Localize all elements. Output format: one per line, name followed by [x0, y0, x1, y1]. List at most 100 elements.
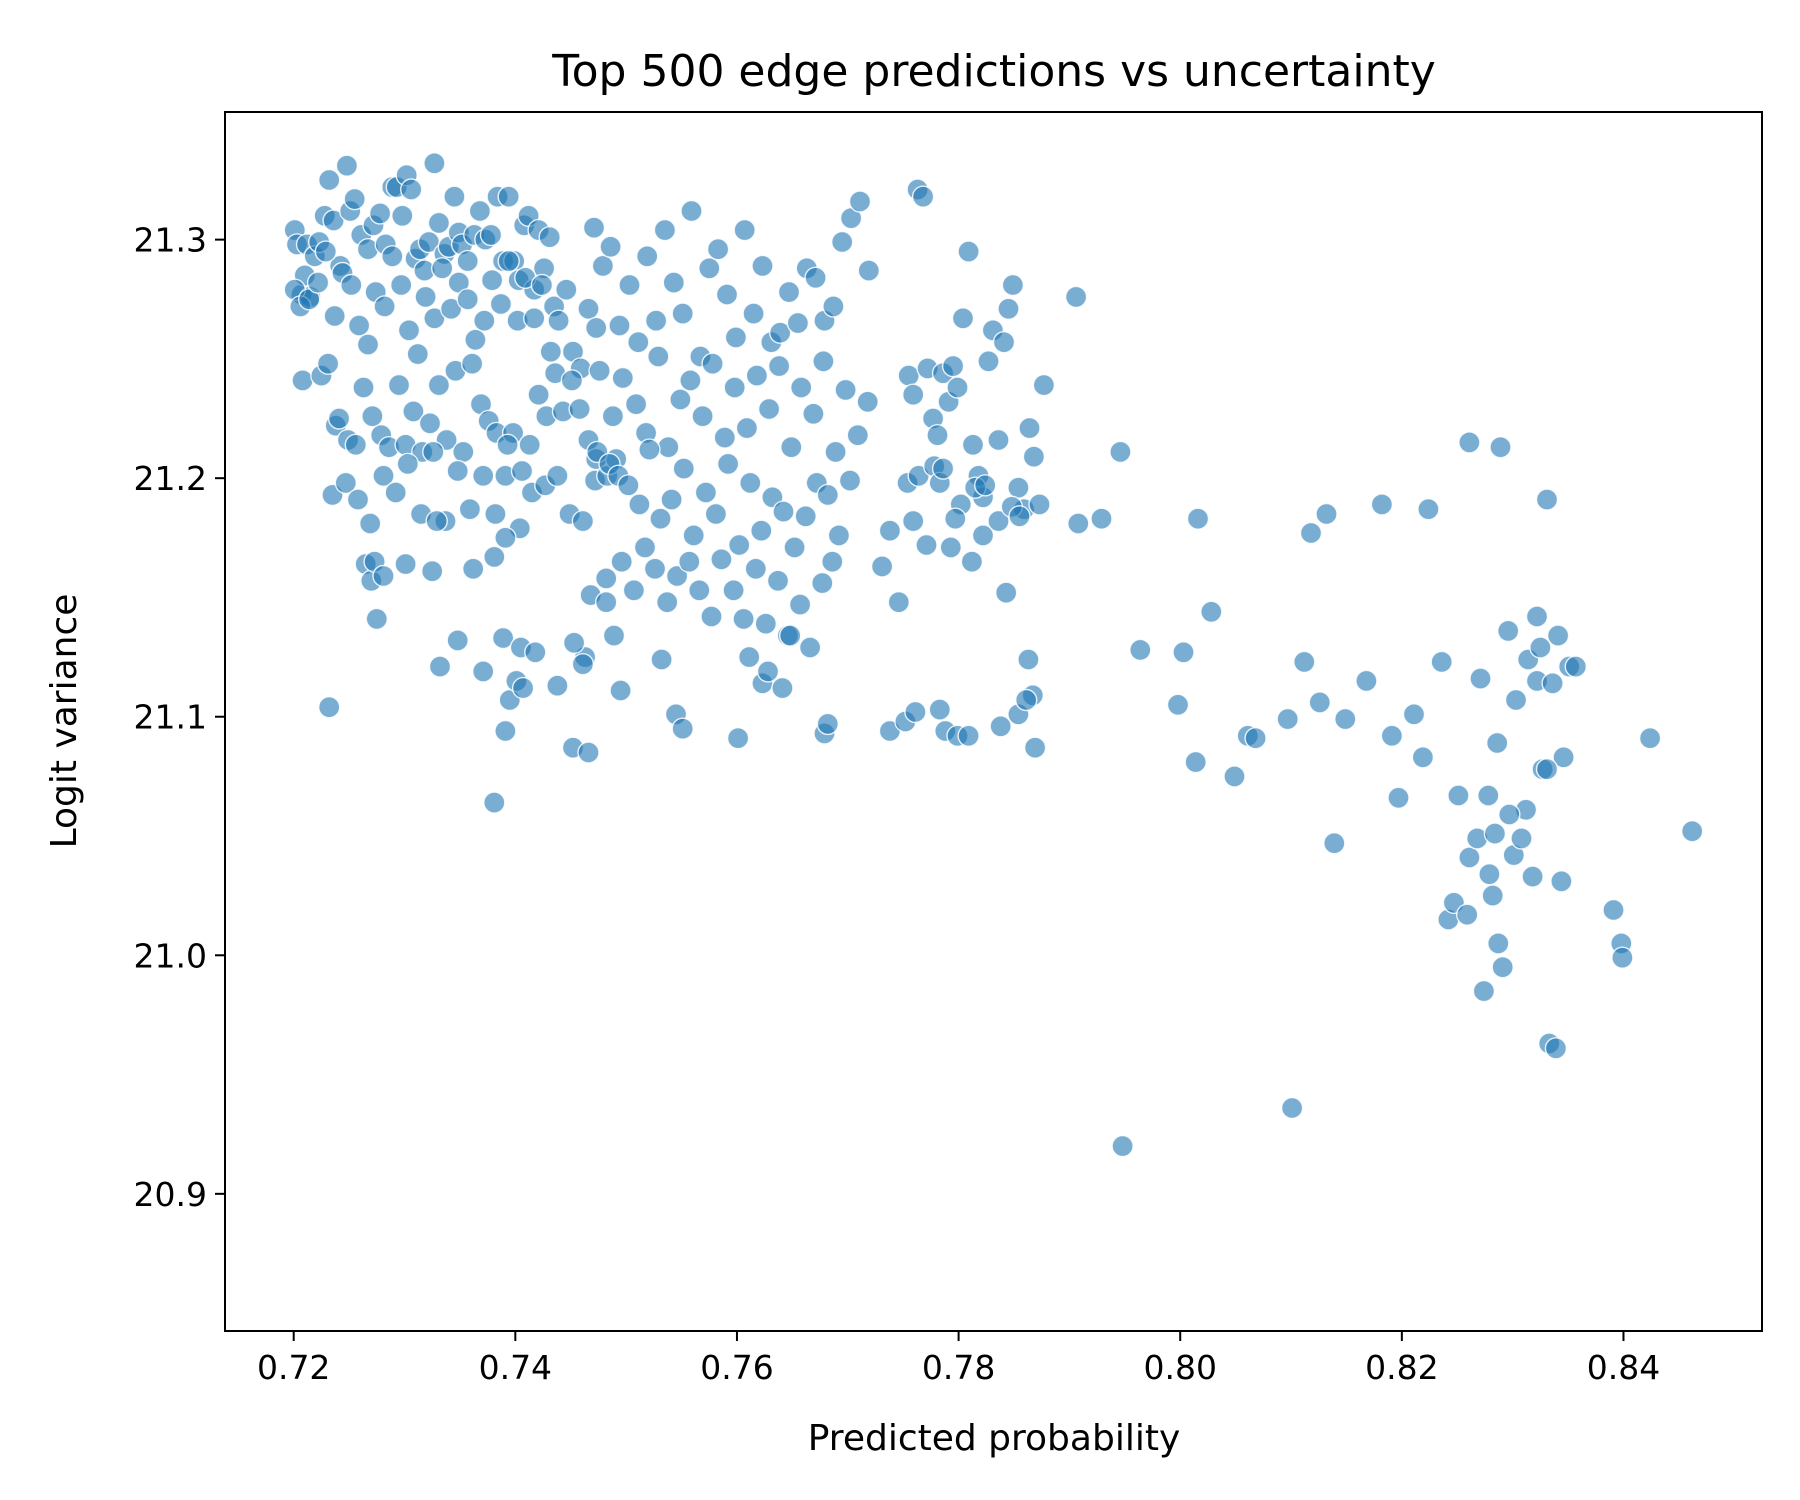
data-point — [951, 307, 975, 330]
data-point — [464, 328, 487, 351]
data-point — [1611, 946, 1634, 969]
data-point — [987, 428, 1010, 452]
data-point — [671, 302, 694, 325]
data-point — [1510, 827, 1533, 850]
data-point — [902, 383, 925, 406]
data-point — [1028, 493, 1051, 516]
data-point — [1007, 476, 1030, 499]
data-point — [834, 378, 857, 402]
data-point — [657, 436, 680, 459]
data-point — [1090, 507, 1113, 530]
data-point — [582, 216, 606, 239]
data-point — [846, 424, 869, 447]
data-point — [373, 295, 396, 318]
data-point — [1008, 505, 1031, 528]
data-point — [390, 273, 413, 297]
data-point — [316, 352, 340, 375]
data-point — [546, 464, 569, 487]
data-point — [421, 560, 444, 583]
data-point — [971, 524, 995, 547]
data-point — [494, 526, 517, 549]
data-point — [1109, 440, 1132, 464]
data-point — [1541, 672, 1564, 695]
data-point — [538, 225, 561, 249]
data-point — [431, 257, 454, 280]
data-point — [1223, 765, 1246, 788]
data-point — [396, 452, 419, 476]
data-point — [1458, 431, 1481, 454]
data-point — [992, 331, 1016, 354]
data-point — [291, 369, 314, 392]
data-point — [653, 218, 677, 242]
data-point — [679, 369, 702, 392]
data-point — [1184, 750, 1207, 774]
data-point — [458, 498, 482, 521]
data-point — [1489, 436, 1512, 459]
data-point — [1498, 803, 1521, 826]
data-point — [446, 629, 469, 652]
data-point — [977, 350, 1000, 373]
data-point — [750, 519, 773, 542]
data-point — [767, 354, 791, 378]
y-axis-label: Logit variance — [44, 594, 85, 849]
data-point — [497, 185, 520, 208]
data-point — [1535, 758, 1559, 781]
data-point — [1370, 493, 1394, 516]
data-point — [446, 459, 469, 483]
data-point — [680, 199, 703, 223]
data-point — [384, 481, 407, 504]
data-point — [827, 524, 851, 547]
data-point — [672, 457, 695, 480]
data-point — [601, 405, 625, 428]
data-point — [428, 655, 452, 678]
data-point — [1525, 605, 1549, 628]
data-point — [1546, 624, 1570, 647]
x-tick-label: 0.78 — [922, 1348, 995, 1387]
data-point — [788, 593, 812, 616]
y-axis: 20.9 21.0 21.1 21.2 21.3 — [134, 221, 225, 1214]
data-point — [957, 724, 980, 747]
data-point — [957, 240, 980, 263]
x-tick-label: 0.72 — [257, 1348, 330, 1387]
data-point — [997, 297, 1020, 320]
data-point — [779, 624, 802, 647]
data-point — [650, 648, 673, 671]
data-point — [423, 152, 446, 175]
data-point — [518, 433, 541, 456]
data-point — [848, 190, 872, 213]
data-point — [1380, 724, 1404, 747]
data-point — [468, 199, 492, 223]
data-point — [591, 254, 615, 278]
data-point — [483, 791, 506, 814]
data-point — [1564, 655, 1588, 678]
data-point — [771, 676, 794, 700]
data-point — [1064, 285, 1088, 309]
data-point — [995, 581, 1018, 604]
data-point — [790, 376, 813, 399]
data-point — [989, 715, 1012, 738]
data-point — [1402, 703, 1426, 726]
data-point — [1472, 979, 1496, 1003]
data-point — [1483, 822, 1507, 845]
data-point — [323, 304, 346, 328]
data-point — [1280, 1096, 1304, 1120]
data-point — [724, 326, 748, 349]
data-point — [1481, 884, 1504, 907]
data-point — [816, 483, 839, 507]
data-point — [334, 471, 357, 495]
data-point — [897, 364, 920, 387]
data-point — [665, 564, 689, 588]
data-point — [511, 676, 535, 700]
data-point — [1186, 507, 1210, 530]
data-point — [1032, 373, 1056, 397]
data-point — [359, 512, 382, 535]
data-point — [1485, 731, 1509, 755]
data-point — [496, 433, 519, 456]
data-point — [372, 464, 395, 487]
data-point — [1315, 502, 1338, 526]
data-point — [660, 488, 683, 511]
data-point — [682, 524, 705, 547]
data-point — [546, 674, 569, 697]
x-axis-label: Predicted probability — [808, 1418, 1181, 1459]
